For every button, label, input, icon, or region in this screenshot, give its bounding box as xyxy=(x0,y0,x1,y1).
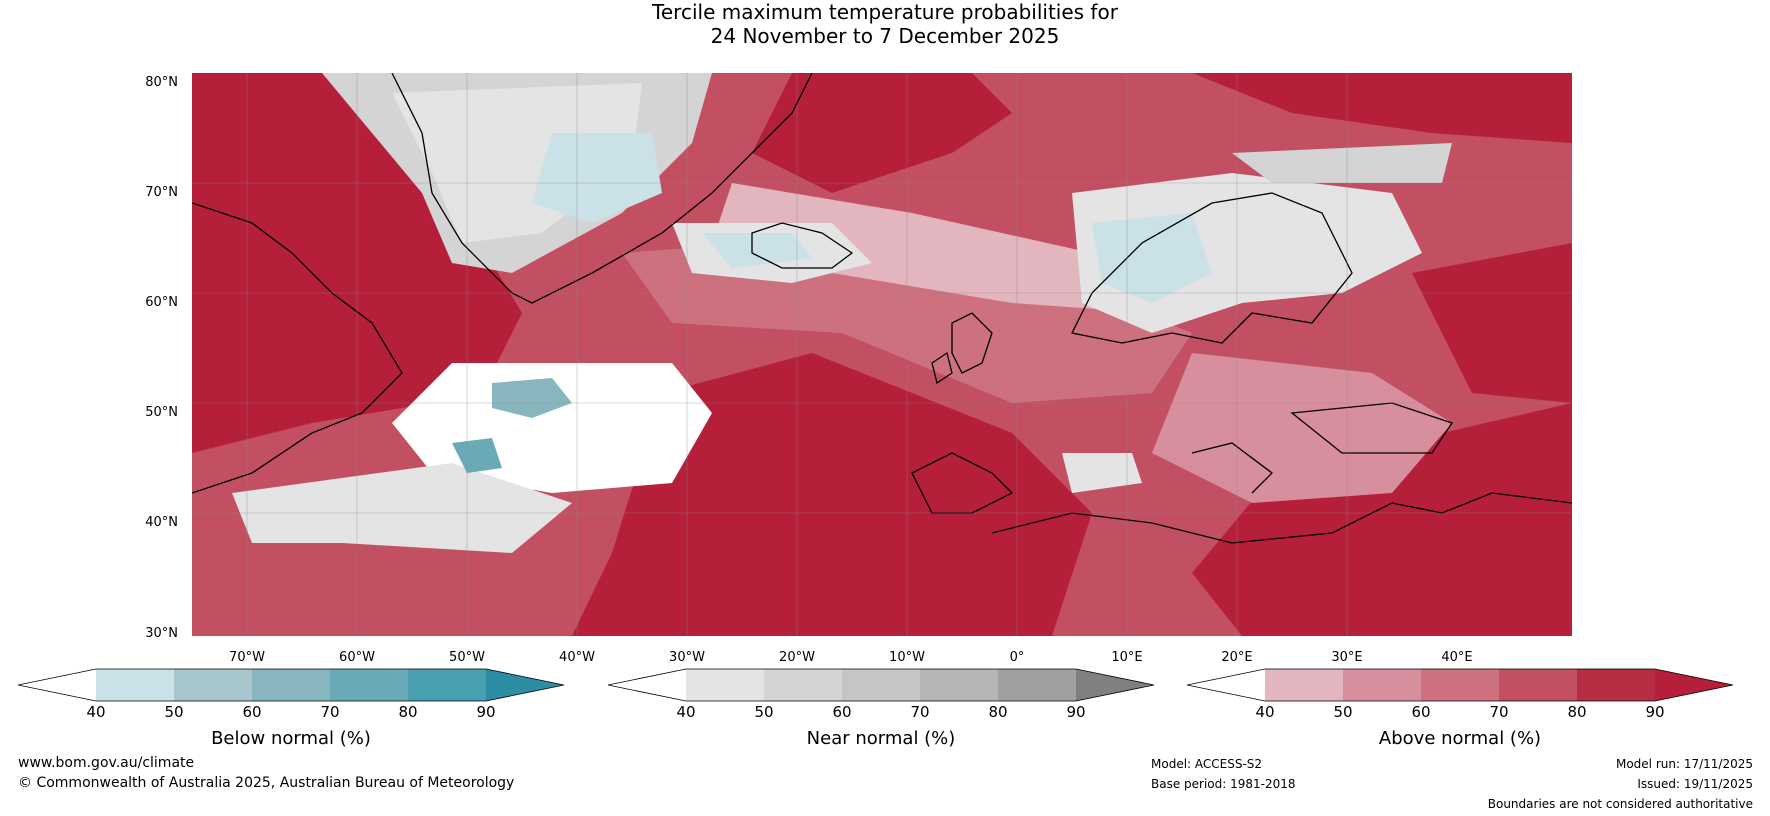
lon-label-20w: 20°W xyxy=(779,650,815,665)
lon-label-40w: 40°W xyxy=(559,650,595,665)
map-svg xyxy=(192,73,1572,636)
title-line-2: 24 November to 7 December 2025 xyxy=(710,24,1060,48)
region-iceland-below xyxy=(702,233,812,268)
cbar-near-tick-70: 70 xyxy=(910,703,930,721)
cbar-below-seg-4 xyxy=(330,669,408,701)
cbar-near-outline xyxy=(608,668,1155,702)
cbar-above-high xyxy=(1655,669,1733,701)
cbar-below-tick-70: 70 xyxy=(320,703,340,721)
cbar-below-high xyxy=(486,669,564,701)
region-central-europe-light xyxy=(1152,353,1452,503)
cbar-above-tick-50: 50 xyxy=(1333,703,1353,721)
cbar-above-tick-80: 80 xyxy=(1567,703,1587,721)
cbar-near-tick-90: 90 xyxy=(1066,703,1086,721)
cbar-near-seg-3 xyxy=(842,669,920,701)
lat-label-70: 70°N xyxy=(145,185,178,200)
cbar-near-label: Near normal (%) xyxy=(806,728,956,749)
lon-label-10e: 10°E xyxy=(1111,650,1143,665)
cbar-above-tick-70: 70 xyxy=(1489,703,1509,721)
cbar-near-tick-80: 80 xyxy=(988,703,1008,721)
title-line-1: Tercile maximum temperature probabilitie… xyxy=(652,0,1118,24)
cbar-below-label: Below normal (%) xyxy=(211,728,371,749)
cbar-above-tick-60: 60 xyxy=(1411,703,1431,721)
cbar-above-seg-3 xyxy=(1421,669,1499,701)
cbar-below-tick-40: 40 xyxy=(86,703,106,721)
region-arctic-strong xyxy=(1192,73,1572,143)
cbar-near-tick-40: 40 xyxy=(676,703,696,721)
cbar-above-seg-5 xyxy=(1577,669,1655,701)
footer-model: Model: ACCESS-S2 xyxy=(1151,757,1263,771)
cbar-near-seg-4 xyxy=(920,669,998,701)
lon-label-0: 0° xyxy=(1009,650,1025,665)
region-band-light xyxy=(712,183,1192,313)
lon-label-30e: 30°E xyxy=(1331,650,1363,665)
cbar-below-seg-2 xyxy=(174,669,252,701)
region-atlantic-below-b xyxy=(452,438,502,473)
cbar-near-low xyxy=(608,669,686,701)
region-atlantic-below-a xyxy=(492,378,572,418)
footer-copyright: © Commonwealth of Australia 2025, Austra… xyxy=(18,775,515,791)
cbar-below-seg-5 xyxy=(408,669,486,701)
region-russia-strong xyxy=(1412,243,1572,403)
cbar-below-tick-80: 80 xyxy=(398,703,418,721)
footer-disclaimer: Boundaries are not considered authoritat… xyxy=(1487,797,1753,811)
region-barents-near xyxy=(1232,143,1452,183)
lon-label-30w: 30°W xyxy=(669,650,705,665)
lon-label-10w: 10°W xyxy=(889,650,925,665)
footer-site: www.bom.gov.au/climate xyxy=(18,755,195,771)
cbar-below-tick-90: 90 xyxy=(476,703,496,721)
lat-label-60: 60°N xyxy=(145,295,178,310)
lat-label-30: 30°N xyxy=(145,626,178,641)
colorbar-above xyxy=(1187,668,1734,702)
cbar-above-seg-1 xyxy=(1265,669,1343,701)
cbar-below-tick-50: 50 xyxy=(164,703,184,721)
lat-label-40: 40°N xyxy=(145,515,178,530)
cbar-near-seg-5 xyxy=(998,669,1076,701)
region-alps-near xyxy=(1062,453,1142,493)
cbar-near-seg-1 xyxy=(686,669,764,701)
cbar-above-outline xyxy=(1187,668,1734,702)
cbar-above-tick-40: 40 xyxy=(1255,703,1275,721)
cbar-above-low xyxy=(1187,669,1265,701)
lon-label-50w: 50°W xyxy=(449,650,485,665)
cbar-above-seg-2 xyxy=(1343,669,1421,701)
region-greenland-below xyxy=(532,133,662,223)
cbar-above-seg-4 xyxy=(1499,669,1577,701)
cbar-near-tick-50: 50 xyxy=(754,703,774,721)
region-north-atlantic-strong xyxy=(752,73,1012,193)
cbar-near-seg-2 xyxy=(764,669,842,701)
lat-label-50: 50°N xyxy=(145,405,178,420)
lon-label-40e: 40°E xyxy=(1441,650,1473,665)
cbar-below-seg-1 xyxy=(96,669,174,701)
lon-label-20e: 20°E xyxy=(1221,650,1253,665)
region-scandinavia-below xyxy=(1092,213,1212,303)
cbar-near-high xyxy=(1076,669,1154,701)
lon-label-60w: 60°W xyxy=(339,650,375,665)
cbar-near-tick-60: 60 xyxy=(832,703,852,721)
cbar-below-tick-60: 60 xyxy=(242,703,262,721)
region-atlantic-near xyxy=(232,463,572,553)
map-title: Tercile maximum temperature probabilitie… xyxy=(0,0,1770,48)
footer-issued: Issued: 19/11/2025 xyxy=(1637,777,1753,791)
cbar-above-tick-90: 90 xyxy=(1645,703,1665,721)
colorbar-below xyxy=(18,668,565,702)
cbar-below-outline xyxy=(18,668,565,702)
lon-label-70w: 70°W xyxy=(229,650,265,665)
coastlines xyxy=(192,73,1572,544)
cbar-below-seg-3 xyxy=(252,669,330,701)
lat-label-80: 80°N xyxy=(145,75,178,90)
graticule xyxy=(192,73,1572,636)
footer-base-period: Base period: 1981-2018 xyxy=(1151,777,1296,791)
footer-model-run: Model run: 17/11/2025 xyxy=(1615,757,1753,771)
cbar-above-label: Above normal (%) xyxy=(1378,728,1542,749)
probability-map xyxy=(192,73,1572,636)
cbar-below-low xyxy=(18,669,96,701)
colorbar-near xyxy=(608,668,1155,702)
